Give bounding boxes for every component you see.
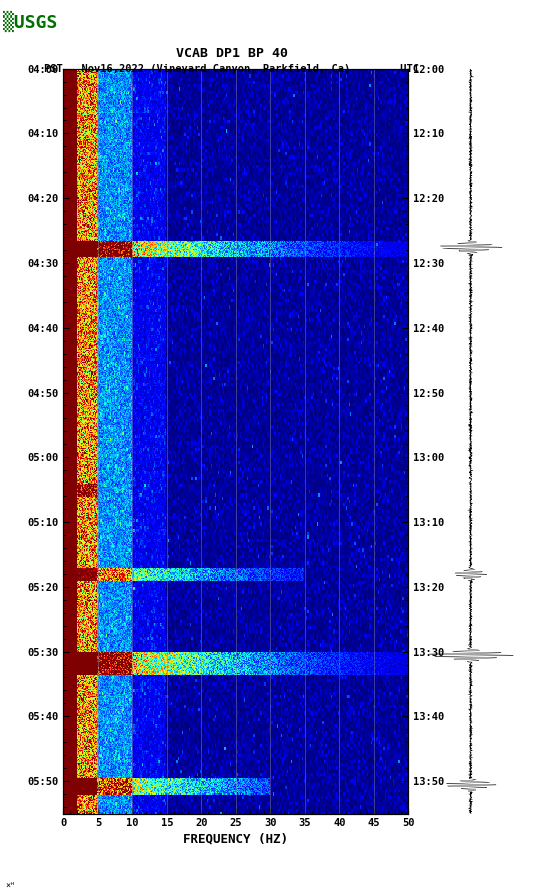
X-axis label: FREQUENCY (HZ): FREQUENCY (HZ) bbox=[183, 832, 289, 846]
Text: VCAB DP1 BP 40: VCAB DP1 BP 40 bbox=[176, 47, 288, 61]
Text: ▒USGS: ▒USGS bbox=[3, 11, 57, 32]
Text: PST   Nov16,2022 (Vineyard Canyon, Parkfield, Ca)        UTC: PST Nov16,2022 (Vineyard Canyon, Parkfie… bbox=[44, 64, 420, 74]
Text: ×ᴴ: ×ᴴ bbox=[6, 880, 15, 889]
